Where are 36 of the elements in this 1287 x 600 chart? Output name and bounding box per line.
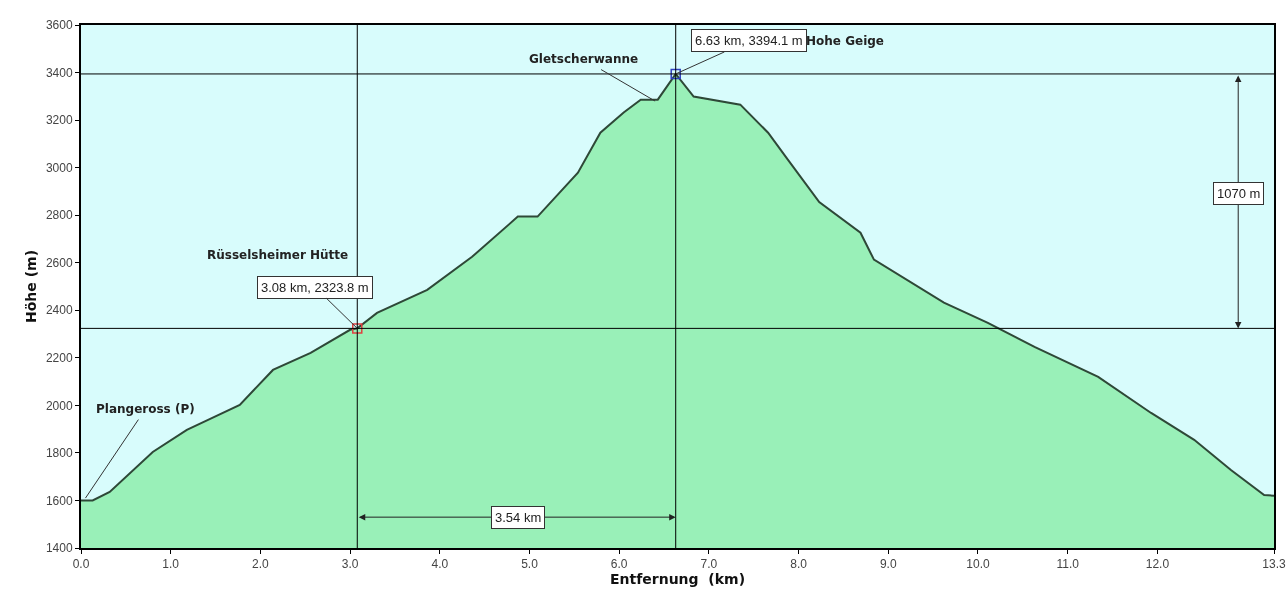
- y-tick-label: 3000: [45, 160, 73, 175]
- x-tick-label: 5.0: [521, 557, 539, 572]
- x-tick-label: 12.0: [1145, 557, 1170, 572]
- y-tick-label: 1800: [45, 446, 73, 461]
- annotation: 3.54 km: [495, 510, 542, 525]
- x-axis-title: Entfernung (km): [609, 571, 746, 588]
- y-tick-label: 2800: [45, 208, 73, 223]
- y-axis-title: Höhe (m): [23, 249, 39, 324]
- x-tick-label: 3.0: [341, 557, 359, 572]
- x-tick-label: 2.0: [252, 557, 270, 572]
- y-tick-label: 3200: [45, 113, 73, 128]
- y-tick-label: 2200: [45, 351, 73, 366]
- x-tick-label: 11.0: [1056, 557, 1080, 572]
- y-tick-label: 2600: [45, 255, 73, 270]
- y-tick-label: 2400: [45, 303, 73, 318]
- x-tick-label: 6.0: [610, 557, 628, 572]
- y-tick-label: 1400: [45, 541, 73, 556]
- x-tick-label: 1.0: [162, 557, 180, 572]
- x-tick-label: 7.0: [700, 557, 718, 572]
- annotation: 6.63 km, 3394.1 m: [695, 33, 803, 48]
- annotation: Rüsselsheimer Hütte: [207, 248, 349, 262]
- annotation: Gletscherwanne: [529, 52, 639, 66]
- y-tick-label: 2000: [45, 398, 73, 413]
- annotation: Hohe Geige: [806, 34, 884, 48]
- annotation: 1070 m: [1217, 186, 1261, 201]
- x-tick-label: 4.0: [431, 557, 449, 572]
- y-tick-label: 3400: [45, 65, 73, 80]
- y-tick-label: 3600: [45, 18, 73, 33]
- annotation: Plangeross (P): [96, 402, 195, 416]
- y-tick-label: 1600: [45, 493, 73, 508]
- x-tick-label: 13.3: [1262, 557, 1286, 572]
- x-tick-label: 8.0: [790, 557, 808, 572]
- x-tick-label: 0.0: [72, 557, 90, 572]
- annotation: 3.08 km, 2323.8 m: [261, 280, 369, 295]
- x-tick-label: 9.0: [879, 557, 897, 572]
- x-tick-label: 10.0: [966, 557, 990, 572]
